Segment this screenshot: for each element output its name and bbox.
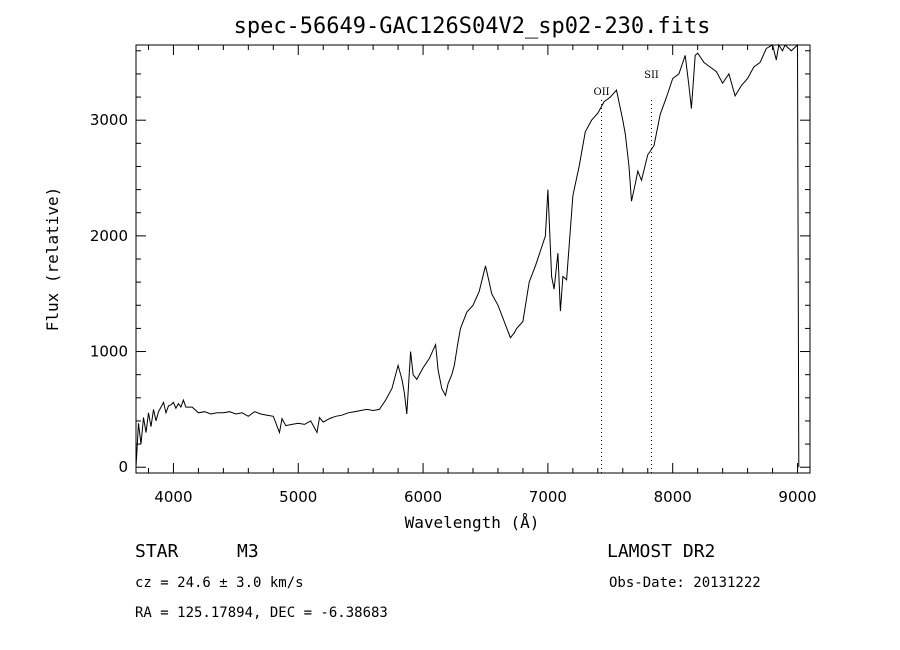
spectrum-line-0: [135, 43, 800, 468]
line-label-sii: SII: [644, 70, 659, 81]
plot-area: OII SII: [135, 43, 800, 473]
observation-date: Obs-Date: 20131222: [609, 575, 761, 591]
ra-dec-coordinates: RA = 125.17894, DEC = -6.38683: [135, 605, 388, 621]
y-axis: 0 1000 2000 3000: [90, 50, 810, 476]
x-tick-label: 8000: [654, 488, 692, 506]
object-class: STAR: [135, 541, 179, 562]
y-tick-label: 0: [118, 458, 128, 476]
object-subclass: M3: [237, 541, 259, 562]
y-axis-label: Flux (relative): [43, 187, 62, 332]
plot-frame: [135, 44, 811, 474]
y-tick-label: 1000: [90, 343, 128, 361]
line-label-oii: OII: [594, 87, 610, 98]
x-axis: 4000 5000 6000 7000 8000 9000: [147, 45, 817, 506]
y-tick-label: 3000: [90, 111, 128, 129]
x-tick-label: 6000: [404, 488, 442, 506]
y-tick-label: 2000: [90, 227, 128, 245]
x-tick-label: 5000: [279, 488, 317, 506]
survey-release: LAMOST DR2: [607, 541, 716, 562]
x-axis-label: Wavelength (Å): [405, 513, 540, 532]
x-tick-label: 4000: [154, 488, 192, 506]
chart-title: spec-56649-GAC126S04V2_sp02-230.fits: [234, 14, 711, 39]
redshift-cz: cz = 24.6 ± 3.0 km/s: [135, 575, 304, 591]
x-tick-label: 9000: [778, 488, 816, 506]
x-tick-label: 7000: [529, 488, 567, 506]
